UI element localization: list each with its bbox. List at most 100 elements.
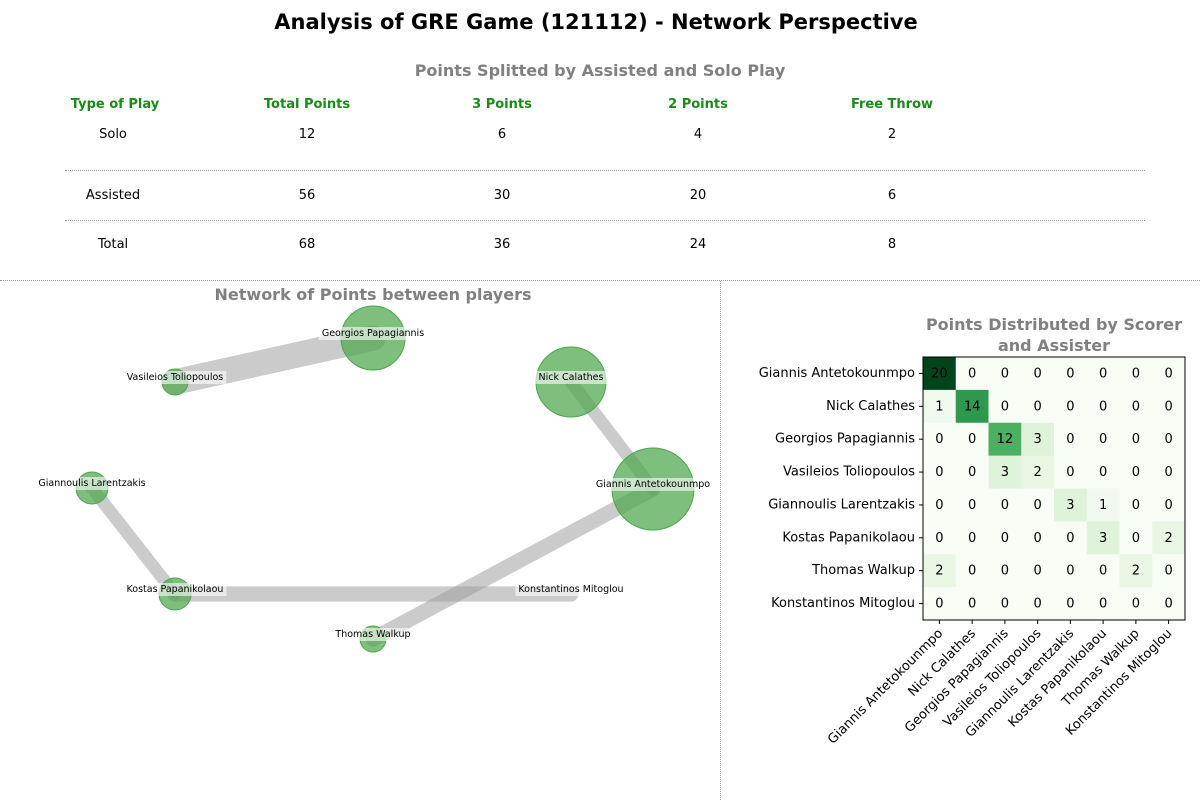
table-cell: 30	[493, 187, 511, 203]
table-cell: 12	[298, 127, 316, 142]
heatmap-cell	[1152, 422, 1186, 456]
heatmap-cell-value: 1	[935, 399, 943, 414]
heatmap-cell	[1021, 521, 1055, 555]
table-header-row: Type of Play Total Points 3 Points 2 Poi…	[65, 90, 1145, 120]
heatmap-cell	[1152, 389, 1186, 424]
heatmap-cell-value: 0	[1164, 564, 1172, 579]
heatmap-cell	[1119, 488, 1153, 522]
heatmap-cell	[1119, 357, 1153, 391]
table-header-cell: Total Points	[263, 97, 351, 112]
heatmap-cell	[988, 455, 1022, 489]
heatmap-cell	[988, 554, 1022, 588]
network-node-label: Thomas Walkup	[334, 629, 410, 640]
heatmap-cell	[1054, 488, 1088, 522]
heatmap-cell	[988, 422, 1022, 456]
table-cell: 68	[298, 237, 316, 252]
heatmap-cell-value: 12	[997, 432, 1014, 447]
heatmap-cell-value: 0	[968, 465, 976, 480]
page-title: Analysis of GRE Game (121112) - Network …	[274, 10, 918, 34]
heatmap-cell-value: 0	[1099, 432, 1107, 447]
table-cell: 8	[887, 237, 897, 252]
heatmap-cell-value: 0	[1033, 366, 1041, 381]
heatmap-cell	[1021, 389, 1055, 424]
heatmap-cell	[1086, 521, 1120, 555]
heatmap-cell	[923, 587, 957, 621]
heatmap-cell	[1086, 488, 1120, 522]
network-label-bg	[535, 371, 607, 384]
heatmap-cell	[923, 422, 957, 456]
heatmap-cell-value: 0	[935, 498, 943, 513]
heatmap-title-line1: Points Distributed by Scorer	[926, 315, 1182, 334]
heatmap-cell-value: 0	[968, 564, 976, 579]
section-divider	[720, 281, 721, 800]
heatmap-y-tick-label: Giannis Antetokounmpo	[759, 366, 915, 381]
heatmap-cell	[955, 422, 989, 456]
table-cell: Assisted	[85, 187, 141, 203]
heatmap-cell	[1054, 422, 1088, 456]
heatmap-cell-value: 3	[1001, 465, 1009, 480]
heatmap-cell-value: 0	[1066, 399, 1074, 414]
heatmap-cell	[1054, 554, 1088, 588]
heatmap-cell	[1152, 488, 1186, 522]
heatmap-cell-value: 14	[964, 399, 981, 414]
heatmap-cell	[988, 389, 1022, 424]
heatmap-cell	[955, 455, 989, 489]
heatmap-cell	[1021, 455, 1055, 489]
heatmap-cell	[923, 488, 957, 522]
heatmap-cell-value: 0	[1066, 564, 1074, 579]
table-header-cell: Type of Play	[70, 97, 160, 112]
heatmap-cell-value: 0	[1001, 597, 1009, 612]
network-label-bg	[35, 477, 149, 490]
heatmap-cell-value: 0	[1164, 465, 1172, 480]
heatmap-cell-value: 2	[1164, 531, 1172, 546]
network-label-bg	[515, 583, 627, 596]
heatmap-cell-value: 0	[1132, 465, 1140, 480]
heatmap-cell-value: 0	[935, 465, 943, 480]
heatmap-cell-value: 0	[1066, 465, 1074, 480]
heatmap-cell	[1152, 357, 1186, 391]
heatmap-cell	[1119, 389, 1153, 424]
table-header-cell: 3 Points	[472, 97, 532, 112]
heatmap-cell-value: 0	[1033, 498, 1041, 513]
heatmap-y-tick-label: Nick Calathes	[826, 399, 915, 414]
heatmap-cell	[1119, 554, 1153, 588]
network-node-label: Giannis Antetokounmpo	[596, 479, 710, 490]
heatmap-cell	[955, 357, 989, 391]
network-label-bg	[123, 371, 227, 384]
heatmap-cell	[988, 488, 1022, 522]
table-row: Assisted 56 30 20 6	[65, 171, 1145, 221]
heatmap-cell-value: 2	[1033, 465, 1041, 480]
heatmap-cell	[1021, 488, 1055, 522]
table-cell: 56	[298, 187, 316, 203]
heatmap-cell-value: 0	[935, 531, 943, 546]
heatmap-cell	[1054, 521, 1088, 555]
network-edge-thomas-walkup-to-giannis-antetokounmpo	[365, 481, 661, 647]
heatmap-cell	[1152, 521, 1186, 555]
heatmap-cell-value: 0	[935, 597, 943, 612]
table-cell: Solo	[99, 127, 127, 142]
table-cell: 4	[693, 127, 703, 142]
heatmap-y-tick-label: Kostas Papanikolaou	[782, 530, 915, 545]
network-node-label: Kostas Papanikolaou	[127, 584, 224, 595]
heatmap-cell-value: 2	[1132, 564, 1140, 579]
network-label-bg	[318, 327, 428, 340]
heatmap-frame	[922, 356, 1186, 621]
heatmap-cell-value: 0	[1033, 399, 1041, 414]
heatmap-cell-value: 0	[1164, 498, 1172, 513]
heatmap-cell-value: 0	[968, 432, 976, 447]
table-cell: 20	[689, 187, 707, 203]
heatmap-cell	[955, 587, 989, 621]
heatmap-cell-value: 0	[968, 498, 976, 513]
heatmap-cell-value: 0	[1033, 564, 1041, 579]
heatmap-cell	[1152, 455, 1186, 489]
heatmap-chart: Points Distributed by Scorer and Assiste…	[759, 315, 1186, 747]
heatmap-cell-value: 3	[1033, 432, 1041, 447]
heatmap-cell-value: 0	[1099, 399, 1107, 414]
heatmap-cell-value: 0	[1001, 564, 1009, 579]
heatmap-cell	[1086, 554, 1120, 588]
heatmap-cell-value: 2	[935, 564, 943, 579]
network-title: Network of Points between players	[215, 285, 532, 304]
heatmap-cell	[923, 455, 957, 489]
heatmap-cell	[1054, 357, 1088, 391]
network-label-bg	[123, 583, 227, 596]
